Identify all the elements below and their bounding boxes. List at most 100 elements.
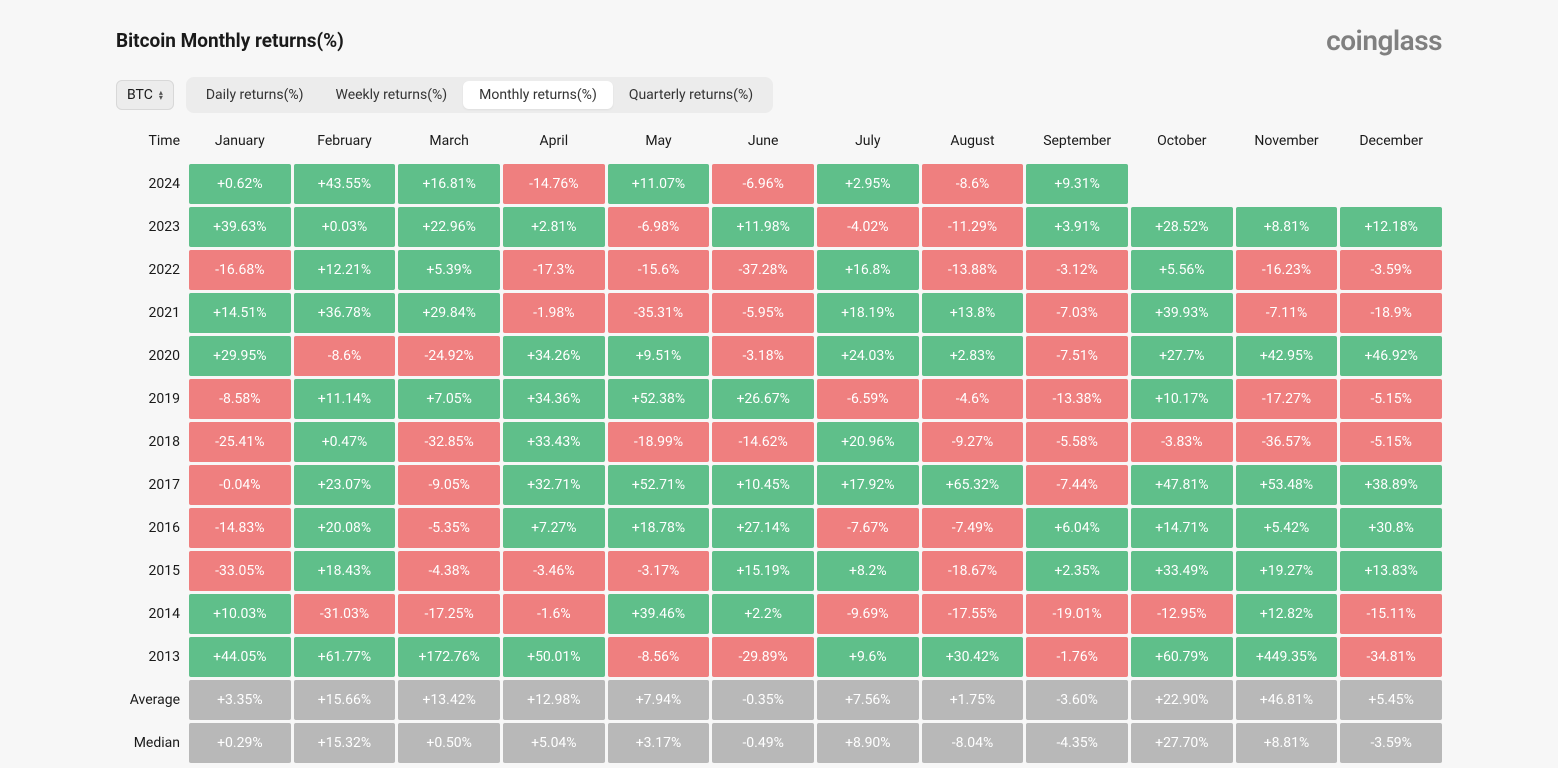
row-label-average: Average: [116, 680, 186, 720]
data-cell: -7.51%: [1026, 336, 1128, 376]
data-cell: +29.95%: [189, 336, 291, 376]
data-cell: -17.25%: [398, 594, 500, 634]
brand-logo: coinglass: [1326, 24, 1442, 57]
data-cell: +8.81%: [1236, 207, 1338, 247]
data-cell: +0.47%: [294, 422, 396, 462]
data-cell: +10.03%: [189, 594, 291, 634]
data-cell: -34.81%: [1340, 637, 1442, 677]
data-cell: +10.45%: [712, 465, 814, 505]
summary-cell: +8.90%: [817, 723, 919, 763]
summary-cell: -0.35%: [712, 680, 814, 720]
data-cell: -8.6%: [922, 164, 1024, 204]
col-header-october: October: [1131, 121, 1233, 161]
data-cell: -1.98%: [503, 293, 605, 333]
data-cell: +24.03%: [817, 336, 919, 376]
data-cell: +16.8%: [817, 250, 919, 290]
data-cell: +9.31%: [1026, 164, 1128, 204]
row-label-year: 2017: [116, 465, 186, 505]
row-label-year: 2016: [116, 508, 186, 548]
data-cell: +20.08%: [294, 508, 396, 548]
data-cell: -16.23%: [1236, 250, 1338, 290]
data-cell: -0.04%: [189, 465, 291, 505]
data-cell: +14.71%: [1131, 508, 1233, 548]
data-cell: -5.95%: [712, 293, 814, 333]
summary-cell: +1.75%: [922, 680, 1024, 720]
data-cell: -14.83%: [189, 508, 291, 548]
data-cell: +16.81%: [398, 164, 500, 204]
data-cell: +30.42%: [922, 637, 1024, 677]
data-cell: -3.18%: [712, 336, 814, 376]
data-cell: +9.51%: [608, 336, 710, 376]
tab-quarterly-returns[interactable]: Quarterly returns(%): [613, 81, 769, 109]
data-cell: +6.04%: [1026, 508, 1128, 548]
data-cell: +33.43%: [503, 422, 605, 462]
data-cell: -37.28%: [712, 250, 814, 290]
tab-weekly-returns[interactable]: Weekly returns(%): [320, 81, 464, 109]
data-cell: -1.6%: [503, 594, 605, 634]
col-header-march: March: [398, 121, 500, 161]
data-cell: -19.01%: [1026, 594, 1128, 634]
data-cell: +5.56%: [1131, 250, 1233, 290]
data-cell: +12.18%: [1340, 207, 1442, 247]
row-label-year: 2015: [116, 551, 186, 591]
coin-selector[interactable]: BTC ▴▾: [116, 80, 174, 110]
summary-cell: +12.98%: [503, 680, 605, 720]
data-cell: -9.05%: [398, 465, 500, 505]
row-label-year: 2021: [116, 293, 186, 333]
summary-cell: -0.49%: [712, 723, 814, 763]
tab-monthly-returns[interactable]: Monthly returns(%): [463, 81, 613, 109]
data-cell: -7.11%: [1236, 293, 1338, 333]
data-cell: +11.98%: [712, 207, 814, 247]
data-cell: +18.43%: [294, 551, 396, 591]
summary-cell: +15.32%: [294, 723, 396, 763]
data-cell: +44.05%: [189, 637, 291, 677]
data-cell: -25.41%: [189, 422, 291, 462]
summary-cell: +27.70%: [1131, 723, 1233, 763]
summary-cell: +22.90%: [1131, 680, 1233, 720]
row-label-year: 2013: [116, 637, 186, 677]
chevron-up-down-icon: ▴▾: [159, 90, 163, 100]
data-cell: -18.67%: [922, 551, 1024, 591]
data-cell: -7.44%: [1026, 465, 1128, 505]
data-cell: +28.52%: [1131, 207, 1233, 247]
summary-cell: +15.66%: [294, 680, 396, 720]
data-cell: +46.92%: [1340, 336, 1442, 376]
data-cell: +3.91%: [1026, 207, 1128, 247]
data-cell: +27.14%: [712, 508, 814, 548]
col-header-september: September: [1026, 121, 1128, 161]
data-cell: +17.92%: [817, 465, 919, 505]
data-cell: +29.84%: [398, 293, 500, 333]
data-cell: -6.96%: [712, 164, 814, 204]
col-header-time: Time: [116, 121, 186, 161]
data-cell: -4.02%: [817, 207, 919, 247]
data-cell: -16.68%: [189, 250, 291, 290]
data-cell: -8.56%: [608, 637, 710, 677]
col-header-june: June: [712, 121, 814, 161]
summary-cell: -3.59%: [1340, 723, 1442, 763]
data-cell: +38.89%: [1340, 465, 1442, 505]
tab-daily-returns[interactable]: Daily returns(%): [190, 81, 320, 109]
data-cell: +27.7%: [1131, 336, 1233, 376]
data-cell: -24.92%: [398, 336, 500, 376]
row-label-median: Median: [116, 723, 186, 763]
data-cell: +60.79%: [1131, 637, 1233, 677]
data-cell: +19.27%: [1236, 551, 1338, 591]
col-header-may: May: [608, 121, 710, 161]
data-cell: +61.77%: [294, 637, 396, 677]
data-cell: +20.96%: [817, 422, 919, 462]
data-cell: -31.03%: [294, 594, 396, 634]
data-cell: +43.55%: [294, 164, 396, 204]
data-cell: +12.21%: [294, 250, 396, 290]
data-cell: +65.32%: [922, 465, 1024, 505]
summary-cell: +0.29%: [189, 723, 291, 763]
data-cell: +12.82%: [1236, 594, 1338, 634]
data-cell: [1340, 164, 1442, 204]
summary-cell: +5.04%: [503, 723, 605, 763]
summary-cell: -3.60%: [1026, 680, 1128, 720]
row-label-year: 2023: [116, 207, 186, 247]
data-cell: +47.81%: [1131, 465, 1233, 505]
data-cell: +11.07%: [608, 164, 710, 204]
data-cell: +39.46%: [608, 594, 710, 634]
row-label-year: 2014: [116, 594, 186, 634]
data-cell: -4.6%: [922, 379, 1024, 419]
